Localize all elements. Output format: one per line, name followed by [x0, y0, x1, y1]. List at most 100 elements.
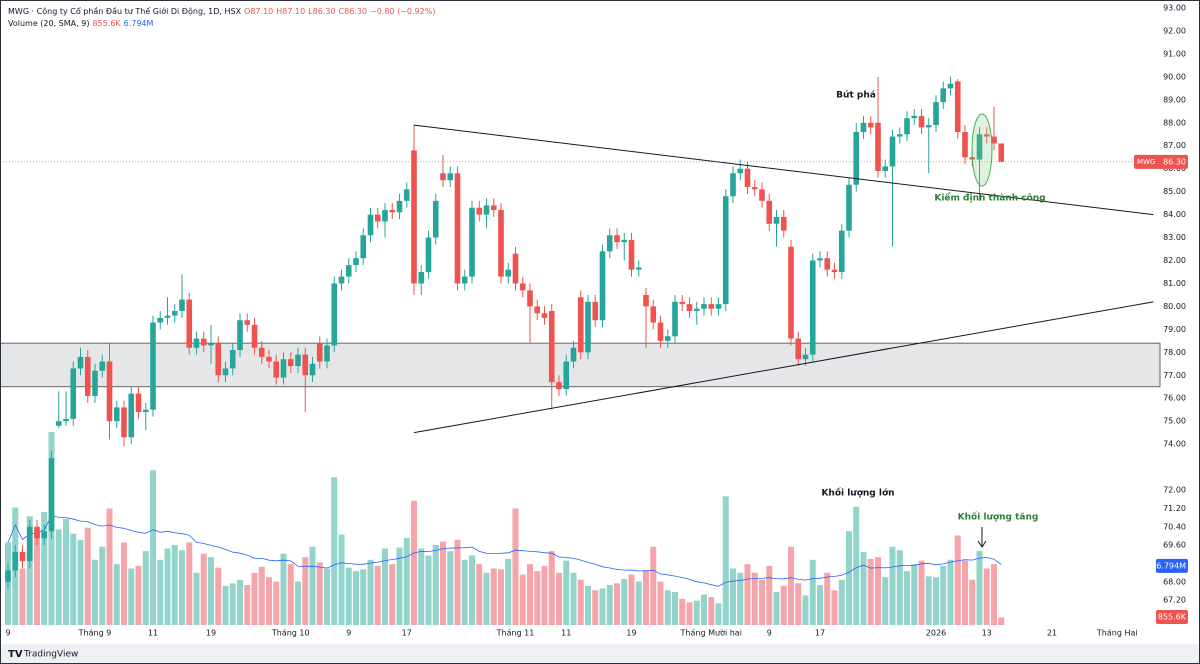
volume-bar [353, 571, 359, 625]
candle-body [48, 457, 55, 532]
volume-bar [672, 591, 678, 625]
volume-sma-value: 6.794M [123, 19, 154, 28]
volume-bar [534, 571, 541, 625]
x-tick-label: 17 [815, 629, 825, 638]
volume-bar [541, 565, 548, 625]
volume-bar [302, 557, 309, 625]
candle-body [360, 235, 367, 259]
candle-body [737, 168, 744, 174]
candle-body [425, 237, 432, 272]
volume-bar [360, 569, 367, 625]
volume-bar [744, 564, 751, 625]
volume-bar [650, 546, 657, 625]
candle-body [208, 343, 214, 346]
candle-body [672, 301, 678, 337]
volume-bar [969, 579, 976, 625]
candle-body [200, 338, 207, 346]
candle-body [411, 150, 417, 284]
volume-bar [367, 559, 374, 625]
candle-body [889, 136, 896, 167]
y-tick-label: 75.00 [1163, 417, 1186, 426]
candle-body [614, 235, 620, 243]
x-tick-label: 9 [5, 629, 10, 638]
candle-body [295, 354, 301, 367]
volume-bar [309, 546, 316, 625]
candle-body [432, 200, 439, 238]
candle-body [838, 230, 845, 272]
candle-body [860, 122, 867, 132]
volume-bar [150, 470, 156, 625]
annotation: Khối lượng tăng [958, 512, 1039, 523]
candle-body [715, 304, 722, 309]
volume-bar [563, 560, 570, 625]
volume-bar [490, 568, 497, 625]
volume-bar [991, 564, 997, 625]
candle-body [780, 216, 787, 231]
y-tick-label: 82.00 [1163, 256, 1186, 265]
volume-bar [396, 547, 403, 625]
y-tick-label: 69.60 [1163, 541, 1186, 550]
volume-bar [940, 565, 947, 625]
candle-body [708, 304, 715, 309]
volume-bar [498, 569, 504, 625]
annotation: Khối lượng lớn [821, 488, 894, 499]
volume-bar [19, 568, 26, 625]
volume-bar [512, 508, 519, 625]
candle-body [918, 115, 925, 128]
volume-bar [759, 579, 765, 625]
candle-body [77, 356, 84, 369]
volume-bar [244, 585, 251, 625]
candle-body [904, 118, 910, 135]
candle-body [940, 88, 947, 103]
volume-bar [831, 590, 838, 625]
candle-body [157, 317, 164, 323]
candle-body [490, 205, 497, 211]
volume-bar [911, 564, 918, 625]
candle-body [976, 134, 983, 160]
candle-body [273, 361, 280, 378]
candle-body [302, 354, 309, 376]
volume-bar [295, 581, 301, 625]
volume-bar [382, 548, 388, 625]
candle-body [817, 258, 823, 261]
candle-body [26, 526, 33, 562]
ohlc: L86.30 [308, 7, 336, 16]
volume-bar [266, 577, 272, 625]
volume-bar [548, 551, 555, 625]
candle-body [802, 354, 809, 360]
y-tick-label: 68.00 [1163, 577, 1186, 586]
logo-mark: TV [8, 649, 23, 660]
candle-body [933, 102, 939, 126]
volume-bar [643, 570, 649, 625]
y-tick-label: 77.00 [1163, 371, 1186, 380]
volume-bar [766, 565, 773, 625]
candle-body [128, 393, 135, 438]
candle-body [722, 196, 729, 305]
candle-body [476, 207, 483, 215]
candle-body [440, 173, 446, 181]
candle-body [534, 306, 541, 314]
y-tick-label: 87.00 [1163, 141, 1186, 150]
volume-bar [962, 560, 968, 625]
trendline [413, 124, 1154, 216]
candle-body [962, 131, 968, 158]
y-tick-label: 92.00 [1163, 26, 1186, 35]
y-tick-label: 93.00 [1163, 4, 1186, 13]
candle-body [171, 311, 178, 316]
volume-bar [374, 565, 381, 625]
volume-tag-bg [1156, 558, 1188, 573]
volume-bar [860, 551, 867, 625]
volume-bar [519, 574, 526, 625]
volume-bar [251, 572, 258, 625]
price-tag-bg [1134, 154, 1188, 169]
volume-bar [171, 545, 178, 625]
volume-bar [998, 617, 1005, 625]
volume-bar [846, 531, 852, 625]
volume-bar [208, 557, 214, 625]
volume-bar [135, 565, 142, 625]
ohlc: O87.10 [244, 7, 274, 16]
candle-body [788, 246, 794, 339]
candle-body [469, 207, 475, 277]
volume-tag-label: 6.794M [1156, 561, 1186, 570]
